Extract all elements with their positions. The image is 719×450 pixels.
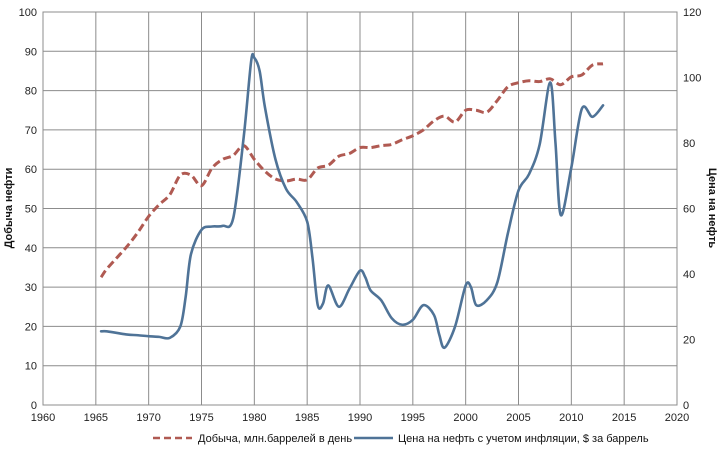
x-tick-label: 2000: [453, 412, 477, 424]
x-tick-label: 1975: [189, 412, 213, 424]
y-tick-label: 40: [25, 243, 37, 255]
y2-tick-label: 40: [683, 269, 695, 281]
x-tick-labels: 1960 1965 1970 1975 1980 1985 1990 1995 2000 2005…: [31, 412, 689, 424]
y-tick-labels: 0 10 20 30 40 50 60 70 80 90 100: [19, 7, 37, 412]
x-tick-label: 2015: [612, 412, 636, 424]
x-tick-label: 1970: [136, 412, 160, 424]
y2-tick-label: 120: [683, 7, 701, 19]
y2-axis-title: Цена на нефть: [706, 168, 718, 249]
x-tick-label: 1995: [401, 412, 425, 424]
y-tick-label: 0: [31, 400, 37, 412]
x-tick-label: 1965: [84, 412, 108, 424]
y2-tick-label: 100: [683, 73, 701, 85]
x-tick-label: 2010: [559, 412, 583, 424]
y-tick-label: 60: [25, 164, 37, 176]
y2-tick-labels: 0 20 40 60 80 100 120: [683, 7, 701, 412]
y2-tick-label: 60: [683, 204, 695, 216]
price-series-line: [99, 52, 605, 350]
y-tick-label: 20: [25, 321, 37, 333]
y-axis-title: Добыча нефти: [3, 168, 15, 249]
x-tick-label: 1990: [348, 412, 372, 424]
legend: Добыча, млн.баррелей в день Цена на нефт…: [153, 433, 649, 445]
y-tick-label: 100: [19, 7, 37, 19]
grid-lines: [42, 11, 678, 406]
series-layer: [99, 52, 605, 350]
production-series-line: [99, 62, 604, 279]
y-tick-label: 10: [25, 361, 37, 373]
legend-price-label: Цена на нефть с учетом инфляции, $ за ба…: [398, 433, 649, 445]
y-tick-label: 50: [25, 204, 37, 216]
y-tick-label: 90: [25, 46, 37, 58]
y-tick-label: 70: [25, 125, 37, 137]
x-tick-label: 1985: [295, 412, 319, 424]
legend-production-label: Добыча, млн.баррелей в день: [198, 433, 352, 445]
y2-tick-label: 0: [683, 400, 689, 412]
x-tick-label: 2020: [665, 412, 689, 424]
y2-tick-label: 20: [683, 335, 695, 347]
x-tick-label: 1980: [242, 412, 266, 424]
x-tick-label: 1960: [31, 412, 55, 424]
y-tick-label: 30: [25, 282, 37, 294]
x-tick-label: 2005: [506, 412, 530, 424]
y2-tick-label: 80: [683, 138, 695, 150]
plot-area-frame: [42, 11, 678, 406]
y-tick-label: 80: [25, 86, 37, 98]
